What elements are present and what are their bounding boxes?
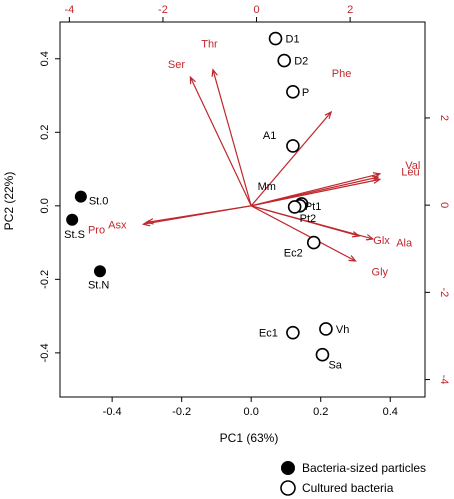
loading-arrow: [250, 111, 332, 207]
point-label: St.0: [89, 196, 109, 208]
arrow-head: [351, 231, 361, 238]
arrow-head: [211, 68, 218, 77]
point-label: A1: [263, 130, 276, 142]
y-tick-label: -0.2: [39, 270, 51, 289]
y-tick-label: 0.0: [39, 198, 51, 213]
loading-arrow: [251, 205, 374, 240]
loading-arrow: [251, 176, 379, 207]
vector-label-leu: Leu: [401, 167, 419, 179]
open-point: [277, 53, 292, 68]
legend-open-marker: [280, 480, 296, 496]
arrow-head: [348, 255, 357, 262]
x-tick-label: 0.2: [313, 406, 328, 418]
x-tick-label: 0.0: [244, 406, 259, 418]
vector-label-val: Val: [405, 160, 420, 172]
open-point: [319, 322, 333, 336]
vector-label-glx: Glx: [373, 235, 390, 247]
arrow-head: [365, 234, 375, 241]
arrow-head: [324, 110, 333, 119]
y-tick-label: -0.4: [39, 343, 51, 362]
vector-label-thr: Thr: [201, 39, 218, 51]
legend-filled-label: Bacteria-sized particles: [302, 461, 426, 475]
x-tick-label: -0.4: [103, 406, 122, 418]
legend: Bacteria-sized particles Cultured bacteri…: [280, 461, 426, 496]
open-point: [286, 325, 300, 340]
point-label: Mm: [258, 181, 276, 193]
top-tick-label: 2: [347, 4, 353, 16]
right-tick-label: -4: [438, 375, 450, 385]
point-label: Pt1: [305, 201, 322, 213]
axes: -0.4 -0.2 0.0 0.2 0.4 -0.4 -0.2 0.0 0.2 0.4 -4 -2 0 2…: [39, 4, 450, 418]
vector-label-asx: Asx: [108, 220, 127, 232]
vector-label-pro: Pro: [88, 224, 105, 236]
point-label: Sa: [328, 360, 342, 372]
right-tick-label: 0: [438, 202, 450, 208]
top-tick-label: 0: [253, 4, 259, 16]
point-label: Ec2: [284, 248, 303, 260]
filled-point: [66, 213, 79, 226]
arrow-head: [372, 177, 382, 184]
loading-arrow: [143, 205, 252, 225]
point-label: Pt2: [300, 213, 317, 225]
open-point: [286, 85, 300, 99]
point-label: D1: [286, 34, 300, 46]
loading-arrow: [189, 76, 252, 207]
open-point: [306, 235, 321, 250]
arrow-head: [371, 175, 380, 182]
open-point: [287, 200, 302, 214]
x-axis-title: PC1 (63%): [220, 431, 279, 445]
loading-arrow: [212, 69, 252, 206]
legend-filled-marker: [281, 461, 295, 475]
plot-border: [59, 21, 426, 398]
x-tick-label: 0.4: [383, 406, 398, 418]
top-tick-label: -4: [64, 4, 74, 16]
legend-open-label: Cultured bacteria: [302, 481, 394, 495]
filled-point: [93, 265, 106, 278]
point-label: P: [302, 87, 309, 99]
right-tick-label: -2: [438, 287, 450, 297]
loading-arrow: [250, 205, 356, 262]
point-label: St.N: [88, 279, 109, 291]
point-label: St.S: [64, 229, 85, 241]
y-tick-label: 0.2: [39, 125, 51, 140]
open-point: [315, 347, 330, 362]
vector-label-phe: Phe: [332, 68, 352, 80]
plot-frame: [59, 21, 426, 398]
open-point: [268, 31, 283, 46]
arrow-head: [189, 75, 196, 85]
arrow-head: [141, 219, 151, 227]
point-label: D2: [294, 56, 308, 68]
open-point: [286, 139, 300, 153]
vector-label-gly: Gly: [372, 267, 389, 279]
vector-label-ser: Ser: [168, 59, 185, 71]
vector-label-ala: Ala: [396, 237, 413, 249]
y-axis-title: PC2 (22%): [2, 172, 16, 231]
y-tick-label: 0.4: [39, 51, 51, 66]
top-tick-label: -2: [158, 4, 168, 16]
point-label: Ec1: [259, 328, 278, 340]
point-label: Vh: [336, 324, 349, 336]
right-tick-label: 2: [438, 115, 450, 121]
filled-point: [74, 190, 87, 203]
x-tick-label: -0.2: [172, 406, 191, 418]
